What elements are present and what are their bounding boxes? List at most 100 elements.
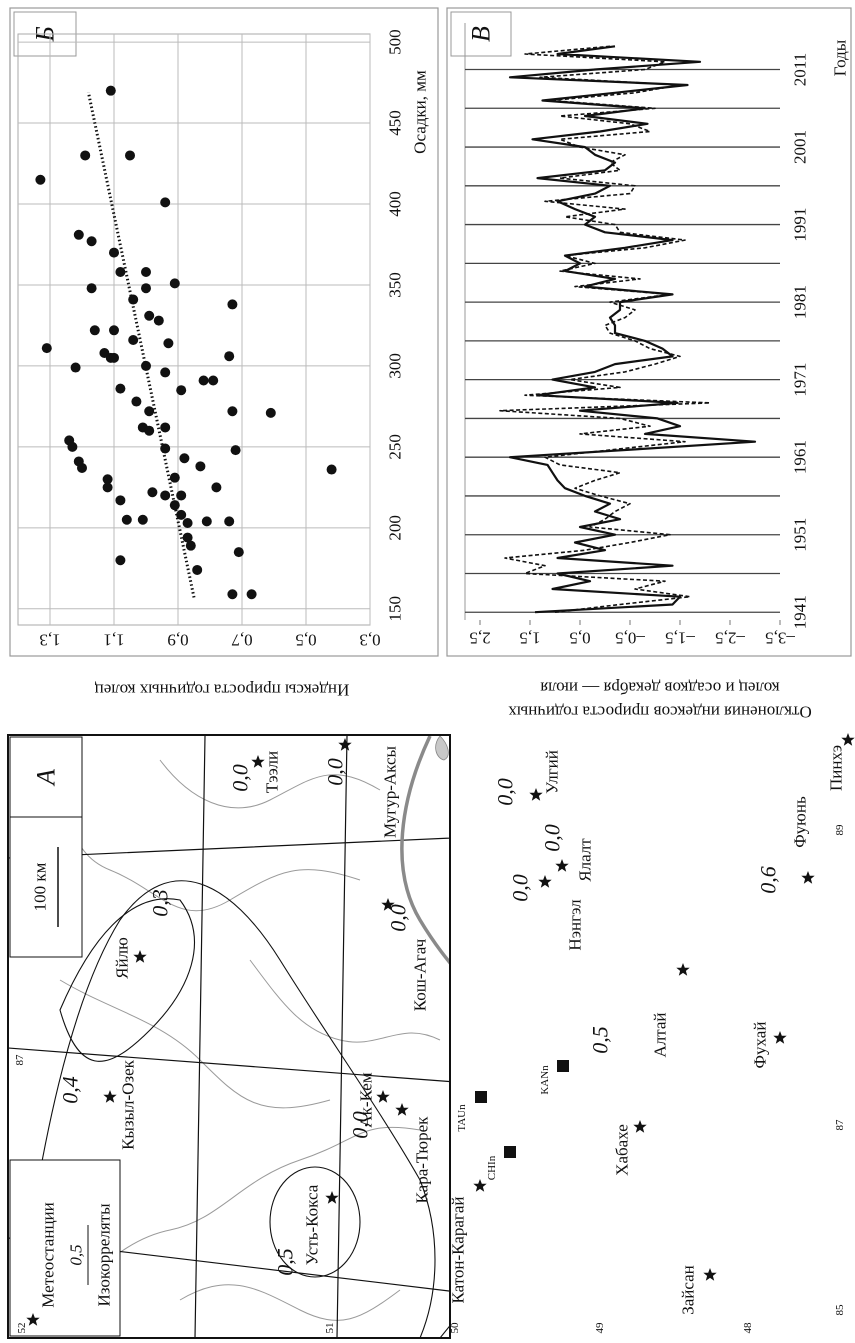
y-tick-label: –0,5 — [615, 629, 646, 648]
map-legend — [9, 1159, 121, 1337]
scatter-point — [160, 367, 171, 378]
station-label: Яйлю — [113, 937, 132, 979]
x-tick-label: 350 — [386, 272, 405, 298]
scatter-point — [224, 351, 235, 362]
scatter-point — [160, 443, 171, 454]
graticule-label: 50 — [449, 1322, 461, 1334]
map-labels: Кызыл-Озек Яйлю Усть-Кокса Ак-Кем Кара-Тюрек… — [14, 733, 855, 1334]
scatter-point — [198, 375, 209, 386]
river — [179, 1284, 401, 1321]
station-marker — [703, 1268, 717, 1281]
station-label: Нэнгэл — [566, 899, 585, 951]
scale-box — [9, 816, 83, 958]
y-tick-label: –1,5 — [665, 629, 696, 648]
scatter-point — [163, 338, 174, 349]
river — [249, 959, 441, 1043]
x-tick-label: 300 — [386, 353, 405, 379]
scatter-point — [86, 236, 97, 247]
isoline-label: 0,0 — [348, 1111, 373, 1139]
station-label: Тээли — [263, 751, 282, 793]
x-tick-label: 1991 — [791, 208, 810, 242]
scatter-point — [208, 375, 219, 386]
site-marker — [475, 1091, 487, 1103]
graticule-label: 85 — [834, 1304, 846, 1316]
scatter-point — [89, 325, 100, 336]
y-axis-title: Индексы прироста годичных колец — [95, 681, 350, 700]
station-label: Хабахе — [613, 1124, 632, 1176]
scatter-point — [326, 464, 337, 475]
scatter-point — [86, 283, 97, 294]
legend-label: 0,5 — [67, 1244, 86, 1265]
scatter-point — [109, 247, 119, 258]
station-label: Пинхэ — [827, 745, 846, 791]
station-label: Улгий — [543, 750, 562, 794]
isoline — [269, 1166, 361, 1278]
isoline-label: 0,3 — [148, 889, 173, 917]
site-marker — [557, 1060, 569, 1072]
scatter-point — [176, 509, 187, 520]
scale-label: 100 км — [31, 862, 50, 911]
panel-label-box — [9, 736, 83, 818]
scatter-point — [176, 490, 187, 501]
isoline — [440, 1325, 449, 1337]
y-tick-label: 0,9 — [167, 631, 188, 650]
scatter-point — [179, 453, 190, 464]
map: Метеостанции 0,5 Изокорреляты А 100 км К… — [7, 733, 855, 1339]
scatter-point — [153, 315, 164, 326]
scatter-point — [169, 278, 180, 289]
station-marker — [633, 1120, 647, 1133]
scatter-point — [109, 325, 119, 336]
station-label: Катон-Карагай — [449, 1196, 468, 1303]
panel-label: А — [32, 769, 61, 787]
scatter-point — [73, 229, 84, 240]
scatter-point — [160, 422, 171, 433]
x-tick-label: 1971 — [791, 363, 810, 397]
scatter-point — [141, 360, 151, 371]
y-tick-label: –3,5 — [765, 629, 796, 648]
scatter-point — [67, 441, 78, 452]
graticule — [9, 837, 449, 1292]
site-marker — [504, 1146, 516, 1158]
scatter-point — [169, 500, 180, 511]
river — [560, 1060, 840, 1200]
scatter-point — [80, 150, 91, 161]
x-tick-label: 150 — [386, 596, 405, 622]
station-marker — [801, 871, 815, 884]
y-tick-label: –2,5 — [715, 629, 746, 648]
scatter-point — [185, 540, 196, 551]
scatter-point — [182, 532, 193, 543]
y-axis-title: Отклонения индексов прироста годичных — [508, 703, 812, 722]
isoline-label: 0,0 — [540, 824, 565, 852]
station-label: Кара-Тюрек — [413, 1116, 432, 1204]
scatter-point — [115, 267, 126, 278]
isoline-label: 0,4 — [58, 1076, 83, 1104]
scatter-point — [105, 85, 116, 96]
station-marker — [473, 1179, 487, 1192]
graticule-label: 51 — [324, 1323, 336, 1334]
scatter-point — [102, 482, 113, 493]
graticule-label: 48 — [742, 1322, 754, 1334]
graticule — [194, 736, 348, 1337]
station-marker — [529, 788, 543, 801]
scatter-point — [224, 516, 235, 527]
isoline — [19, 880, 436, 1337]
scatter-point — [73, 456, 84, 467]
panel-frame — [446, 7, 852, 657]
graticule-label: 87 — [834, 1119, 846, 1131]
scatter-point — [35, 174, 46, 185]
station-label: Алтай — [651, 1012, 670, 1057]
scatter-point — [115, 383, 126, 394]
graticule-label: 87 — [14, 1054, 26, 1066]
scatter-point — [70, 362, 81, 373]
scatter-point — [131, 396, 142, 407]
scatter-point — [160, 490, 171, 501]
panel-label: В — [467, 26, 496, 42]
y-tick-label: 0,5 — [569, 629, 590, 648]
y-tick-label: 1,3 — [39, 631, 60, 650]
series-line — [499, 45, 711, 613]
station-label: Кош-Агач — [411, 938, 430, 1011]
panel-frame — [9, 7, 439, 657]
station-label: Мугур-Аксы — [381, 745, 400, 837]
y-axis-title: колец и осадков декабря — июля — [540, 679, 780, 698]
scatter-point — [109, 352, 119, 363]
